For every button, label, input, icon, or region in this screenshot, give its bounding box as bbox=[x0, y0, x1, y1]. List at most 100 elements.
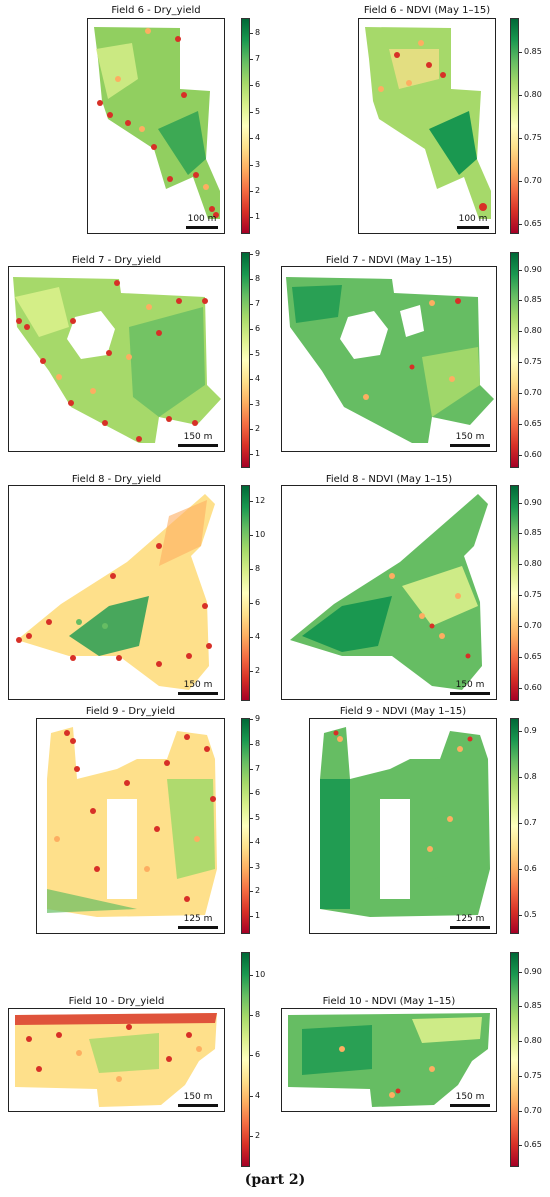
colorbar-tick-label: 0.80 bbox=[519, 326, 542, 336]
colorbar-field10-yield bbox=[241, 952, 250, 1167]
scale-label: 150 m bbox=[183, 432, 213, 442]
scale-bar-field10-ndvi: 150 m bbox=[450, 1092, 490, 1107]
colorbar-tick-label: 6 bbox=[249, 788, 261, 798]
panel-title-field6-ndvi: Field 6 - NDVI (May 1–15) bbox=[363, 5, 491, 16]
colorbar-tick-label: 0.9 bbox=[519, 725, 537, 735]
colorbar-tick-label: 5 bbox=[249, 812, 261, 822]
colorbar-tick-label: 8 bbox=[249, 739, 261, 748]
colorbar-tick-label: 0.65 bbox=[519, 1140, 542, 1150]
colorbar-tick-label: 0.80 bbox=[519, 559, 542, 569]
colorbar-tick-label: 12 bbox=[249, 496, 266, 505]
scale-bar-field7-ndvi: 150 m bbox=[450, 432, 490, 447]
colorbar-tick-label: 1 bbox=[249, 910, 261, 920]
scale-label: 100 m bbox=[458, 214, 488, 224]
colorbar-tick-label: 0.5 bbox=[519, 909, 537, 919]
scale-bar-field9-ndvi: 125 m bbox=[450, 914, 490, 929]
colorbar-tick-label: 0.75 bbox=[519, 590, 542, 600]
colorbar-field8-ndvi bbox=[510, 485, 519, 701]
panel-title-field7-yield: Field 7 - Dry_yield bbox=[71, 255, 162, 266]
panel-title-field7-ndvi: Field 7 - NDVI (May 1–15) bbox=[325, 255, 453, 266]
colorbar-tick-label: 2 bbox=[249, 666, 261, 676]
colorbar-tick-label: 6 bbox=[249, 598, 261, 608]
colorbar-tick-label: 3 bbox=[249, 399, 261, 409]
colorbar-tick-label: 4 bbox=[249, 374, 261, 384]
figure-caption: (part 2) bbox=[244, 1172, 306, 1188]
scale-label: 125 m bbox=[455, 914, 485, 924]
map-frame-field7-ndvi: 150 m bbox=[281, 266, 497, 452]
scale-label: 125 m bbox=[183, 914, 213, 924]
colorbar-tick-label: 0.8 bbox=[519, 771, 537, 781]
colorbar-tick-label: 0.85 bbox=[519, 1001, 542, 1011]
colorbar-field10-ndvi bbox=[510, 952, 519, 1167]
colorbar-tick-label: 0.7 bbox=[519, 817, 537, 827]
panel-title-field8-yield: Field 8 - Dry_yield bbox=[71, 474, 162, 485]
scale-bar-field6-ndvi: 100 m bbox=[457, 214, 489, 229]
colorbar-field6-yield bbox=[241, 18, 250, 234]
colorbar-tick-label: 8 bbox=[249, 1010, 261, 1020]
colorbar-tick-label: 4 bbox=[249, 632, 261, 642]
map-frame-field6-ndvi: 100 m bbox=[358, 18, 496, 234]
field-map-field10-ndvi bbox=[288, 1013, 490, 1107]
scale-label: 100 m bbox=[187, 214, 217, 224]
colorbar-tick-label: 0.65 bbox=[519, 418, 542, 428]
colorbar-tick-label: 0.85 bbox=[519, 295, 542, 305]
scale-label: 150 m bbox=[455, 1092, 485, 1102]
scale-label: 150 m bbox=[183, 1092, 213, 1102]
colorbar-tick-label: 3 bbox=[249, 861, 261, 871]
map-frame-field6-yield: 100 m bbox=[87, 18, 225, 234]
colorbar-tick-label: 0.90 bbox=[519, 264, 542, 274]
panel-title-field10-ndvi: Field 10 - NDVI (May 1–15) bbox=[322, 996, 456, 1007]
panel-title-field9-yield: Field 9 - Dry_yield bbox=[85, 706, 176, 717]
colorbar-tick-label: 7 bbox=[249, 54, 261, 64]
colorbar-tick-label: 0.70 bbox=[519, 1105, 542, 1115]
colorbar-tick-label: 0.75 bbox=[519, 1070, 542, 1080]
colorbar-tick-label: 0.6 bbox=[519, 863, 537, 873]
colorbar-tick-label: 0.75 bbox=[519, 132, 542, 142]
panel-title-field6-yield: Field 6 - Dry_yield bbox=[111, 5, 201, 16]
colorbar-tick-label: 1 bbox=[249, 449, 261, 459]
colorbar-tick-label: 0.70 bbox=[519, 387, 542, 397]
colorbar-tick-label: 0.65 bbox=[519, 219, 542, 229]
field-map-field6-yield bbox=[94, 27, 220, 219]
colorbar-tick-label: 9 bbox=[249, 248, 261, 258]
colorbar-tick-label: 9 bbox=[249, 714, 261, 724]
field-map-field7-yield bbox=[13, 277, 221, 443]
map-frame-field9-yield: 125 m bbox=[36, 718, 225, 934]
colorbar-tick-label: 2 bbox=[249, 424, 261, 434]
colorbar-tick-label: 0.60 bbox=[519, 449, 542, 459]
colorbar-tick-label: 0.65 bbox=[519, 651, 542, 661]
panel-title-field9-ndvi: Field 9 - NDVI (May 1–15) bbox=[339, 706, 467, 717]
field-map-field6-ndvi bbox=[365, 27, 491, 219]
map-frame-field9-ndvi: 125 m bbox=[309, 718, 497, 934]
colorbar-tick-label: 2 bbox=[249, 886, 261, 896]
field-map-field7-ndvi bbox=[286, 277, 494, 443]
colorbar-tick-label: 8 bbox=[249, 564, 261, 574]
scale-bar-field6-yield: 100 m bbox=[186, 214, 218, 229]
colorbar-tick-label: 0.80 bbox=[519, 89, 542, 99]
colorbar-tick-label: 0.80 bbox=[519, 1036, 542, 1046]
colorbar-field9-ndvi bbox=[510, 718, 519, 934]
colorbar-tick-label: 0.60 bbox=[519, 682, 542, 692]
colorbar-tick-label: 10 bbox=[249, 970, 266, 980]
colorbar-tick-label: 7 bbox=[249, 298, 261, 308]
colorbar-tick-label: 1 bbox=[249, 212, 261, 222]
panel-title-field10-yield: Field 10 - Dry_yield bbox=[68, 996, 165, 1007]
colorbar-field7-ndvi bbox=[510, 252, 519, 468]
scale-bar-field8-ndvi: 150 m bbox=[450, 680, 490, 695]
colorbar-tick-label: 0.85 bbox=[519, 528, 542, 538]
field-map-field8-yield bbox=[16, 494, 215, 690]
colorbar-tick-label: 7 bbox=[249, 763, 261, 773]
colorbar-tick-label: 0.90 bbox=[519, 966, 542, 976]
scale-bar-field8-yield: 150 m bbox=[178, 680, 218, 695]
scale-label: 150 m bbox=[455, 432, 485, 442]
colorbar-tick-label: 0.70 bbox=[519, 620, 542, 630]
scale-label: 150 m bbox=[183, 680, 213, 690]
colorbar-tick-label: 0.75 bbox=[519, 357, 542, 367]
colorbar-field7-yield bbox=[241, 252, 250, 468]
scale-bar-field7-yield: 150 m bbox=[178, 432, 218, 447]
field-map-field9-yield bbox=[47, 727, 217, 917]
colorbar-tick-label: 0.70 bbox=[519, 176, 542, 186]
colorbar-tick-label: 4 bbox=[249, 133, 261, 143]
map-frame-field10-ndvi: 150 m bbox=[281, 1008, 497, 1112]
colorbar-field9-yield bbox=[241, 718, 250, 934]
